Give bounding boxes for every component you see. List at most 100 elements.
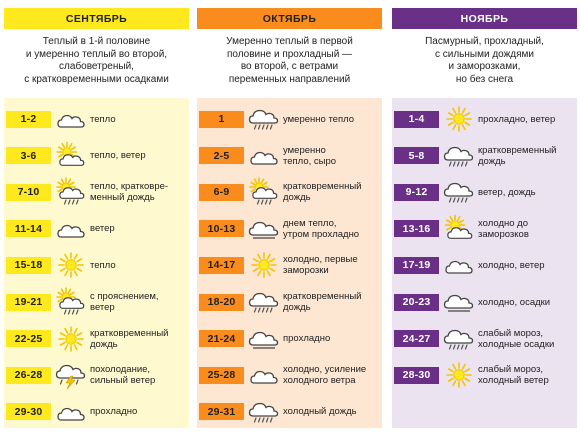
forecast-row: 10-13 днем тепло, утром прохладно (197, 212, 382, 246)
forecast-panel: 1-2 тепло 3-6 тепло, ветер 7-10 тепло, кратко… (4, 98, 189, 428)
forecast-row: 26-28 похолодание, сильный ветер (4, 358, 189, 392)
sun-cloud-icon (442, 214, 476, 244)
days-badge: 17-19 (394, 256, 439, 274)
sun-icon (247, 250, 281, 280)
month-description: Умеренно теплый в первой половине и прох… (226, 36, 353, 85)
forecast-row: 17-19 холодно, ветер (392, 248, 577, 282)
forecast-row: 1-4 прохладно, ветер (392, 102, 577, 136)
cloud-outline-icon (442, 287, 476, 317)
days-badge: 19-21 (6, 293, 51, 311)
forecast-panel: 1-4 прохладно, ветер 5-8 кратковременный дож… (392, 98, 577, 428)
forecast-text: ветер, дождь (478, 186, 536, 198)
days-badge: 3-6 (6, 147, 51, 165)
forecast-row: 28-30 слабый мороз, холодный ветер (392, 358, 577, 392)
month-title: ОКТЯБРЬ (197, 8, 382, 29)
forecast-text: кратковременный дождь (90, 327, 169, 350)
sun-icon (54, 250, 88, 280)
cloud-rain-icon (247, 397, 281, 427)
forecast-row: 1-2 тепло (4, 102, 189, 136)
days-badge: 26-28 (6, 366, 51, 384)
forecast-row: 11-14 ветер (4, 212, 189, 246)
sun-cloud-icon (54, 141, 88, 171)
days-badge: 6-9 (199, 183, 244, 201)
month-description: Пасмурный, прохладный, с сильными дождям… (425, 36, 544, 85)
forecast-row: 24-27 слабый мороз, холодные осадки (392, 322, 577, 356)
forecast-text: кратковременный дождь (283, 181, 362, 204)
days-badge: 7-10 (6, 183, 51, 201)
cloud-icon (247, 360, 281, 390)
forecast-text: холодно, осадки (478, 296, 551, 308)
sun-icon (54, 324, 88, 354)
days-badge: 22-25 (6, 330, 51, 348)
forecast-row: 9-12 ветер, дождь (392, 175, 577, 209)
forecast-text: умеренно тепло (283, 113, 355, 125)
forecast-text: тепло (90, 113, 116, 125)
days-badge: 5-8 (394, 147, 439, 165)
forecast-row: 22-25 кратковременный дождь (4, 322, 189, 356)
column-october: ОКТЯБРЬ Умеренно теплый в первой половин… (197, 0, 382, 436)
forecast-row: 18-20 кратковременный дождь (197, 285, 382, 319)
days-badge: 29-30 (6, 403, 51, 421)
days-badge: 18-20 (199, 293, 244, 311)
forecast-row: 29-31 холодный дождь (197, 395, 382, 429)
days-badge: 2-5 (199, 147, 244, 165)
month-description: Теплый в 1-й половине и умеренно теплый … (24, 36, 169, 85)
forecast-text: кратковременный дождь (478, 144, 557, 167)
days-badge: 24-27 (394, 330, 439, 348)
forecast-text: прохладно (90, 406, 138, 418)
forecast-text: холодно до заморозков (478, 217, 529, 240)
forecast-text: тепло (90, 259, 116, 271)
forecast-row: 7-10 тепло, кратковре-менный дождь (4, 175, 189, 209)
forecast-row: 14-17 холодно, первые заморозки (197, 248, 382, 282)
days-badge: 13-16 (394, 220, 439, 238)
forecast-row: 3-6 тепло, ветер (4, 139, 189, 173)
forecast-row: 20-23 холодно, осадки (392, 285, 577, 319)
days-badge: 1-4 (394, 110, 439, 128)
forecast-text: прохладно (283, 333, 331, 345)
forecast-row: 21-24 прохладно (197, 322, 382, 356)
forecast-row: 29-30 прохладно (4, 395, 189, 429)
days-badge: 9-12 (394, 183, 439, 201)
column-november: НОЯБРЬ Пасмурный, прохладный, с сильными… (392, 0, 577, 436)
days-badge: 10-13 (199, 220, 244, 238)
cloud-outline-icon (247, 214, 281, 244)
days-badge: 15-18 (6, 256, 51, 274)
cloud-rain-icon (442, 177, 476, 207)
forecast-row: 2-5 умеренно тепло, сыро (197, 139, 382, 173)
days-badge: 1-2 (6, 110, 51, 128)
days-badge: 29-31 (199, 403, 244, 421)
days-badge: 1 (199, 110, 244, 128)
cloud-rain-icon (442, 324, 476, 354)
forecast-text: ветер (90, 223, 115, 235)
forecast-row: 15-18 тепло (4, 248, 189, 282)
column-september: СЕНТЯБРЬ Теплый в 1-й половине и умеренн… (4, 0, 189, 436)
forecast-text: слабый мороз, холодные осадки (478, 327, 555, 350)
cloud-rain-icon (247, 104, 281, 134)
forecast-text: холодно, первые заморозки (283, 254, 358, 277)
forecast-text: холодный дождь (283, 406, 357, 418)
cloud-rain-icon (247, 287, 281, 317)
sun-cloud-rain-icon (54, 287, 88, 317)
forecast-text: тепло, кратковре-менный дождь (90, 181, 169, 204)
days-badge: 21-24 (199, 330, 244, 348)
cloud-icon (54, 214, 88, 244)
cloud-outline-icon (247, 324, 281, 354)
days-badge: 14-17 (199, 256, 244, 274)
sun-icon (442, 104, 476, 134)
thunderstorm-icon (54, 360, 88, 390)
cloud-icon (442, 250, 476, 280)
forecast-text: холодно, усиление холодного ветра (283, 364, 367, 387)
sun-cloud-rain-icon (247, 177, 281, 207)
forecast-panel: 1 умеренно тепло 2-5 умеренно тепло, сыро 6-9… (197, 98, 382, 428)
forecast-row: 5-8 кратковременный дождь (392, 139, 577, 173)
days-badge: 25-28 (199, 366, 244, 384)
forecast-text: умеренно тепло, сыро (283, 144, 337, 167)
cloud-icon (54, 104, 88, 134)
forecast-text: кратковременный дождь (283, 291, 362, 313)
sun-cloud-rain-icon (54, 177, 88, 207)
forecast-row: 13-16 холодно до заморозков (392, 212, 577, 246)
forecast-text: с прояснением, ветер (90, 291, 159, 313)
month-title: СЕНТЯБРЬ (4, 8, 189, 29)
cloud-rain-icon (442, 141, 476, 171)
cloud-icon (247, 141, 281, 171)
